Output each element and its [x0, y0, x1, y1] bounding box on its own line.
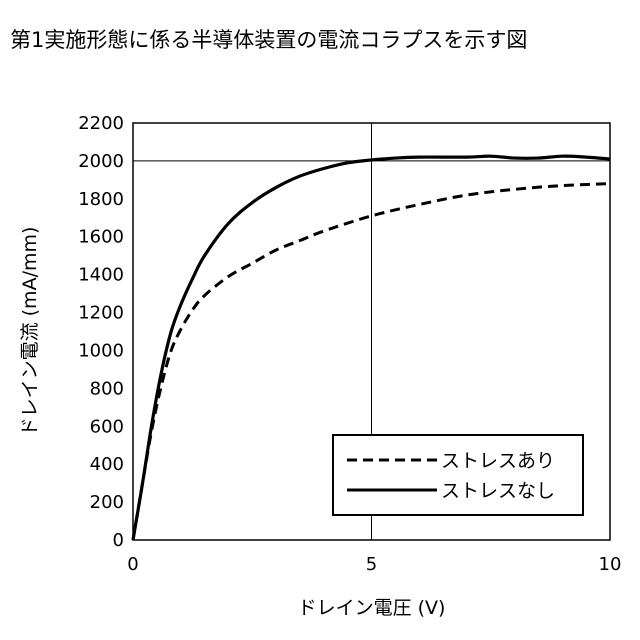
y-tick-label: 600 — [90, 416, 124, 437]
y-tick-label: 800 — [90, 378, 124, 399]
y-tick-label: 400 — [90, 454, 124, 475]
series-lines — [131, 154, 611, 541]
tick-labels: 0 200 400 600 800 1000 1200 1400 1600 1800 2000 220… — [78, 113, 621, 575]
x-axis-label: ドレイン電圧 (V) — [298, 597, 446, 619]
y-axis-label: ドレイン電流 (mA/mm) — [19, 227, 41, 437]
series-line-1 — [131, 154, 611, 541]
legend-label: ストレスあり — [441, 450, 555, 472]
x-tick-label: 10 — [599, 554, 622, 575]
y-tick-label: 1000 — [78, 340, 124, 361]
y-tick-label: 1600 — [78, 227, 124, 248]
figure-title: 第1実施形態に係る半導体装置の電流コラプスを示す図 — [10, 28, 528, 52]
x-tick-label: 5 — [366, 554, 377, 575]
y-tick-label: 1200 — [78, 303, 124, 324]
y-tick-label: 0 — [113, 530, 124, 551]
y-tick-label: 200 — [90, 492, 124, 513]
legend-label: ストレスなし — [441, 480, 555, 502]
y-tick-label: 1800 — [78, 189, 124, 210]
y-tick-label: 2200 — [78, 113, 124, 134]
x-tick-label: 0 — [127, 554, 138, 575]
plot-frame — [132, 122, 611, 541]
y-tick-label: 1400 — [78, 265, 124, 286]
y-tick-label: 2000 — [78, 151, 124, 172]
legend-box — [332, 434, 584, 516]
